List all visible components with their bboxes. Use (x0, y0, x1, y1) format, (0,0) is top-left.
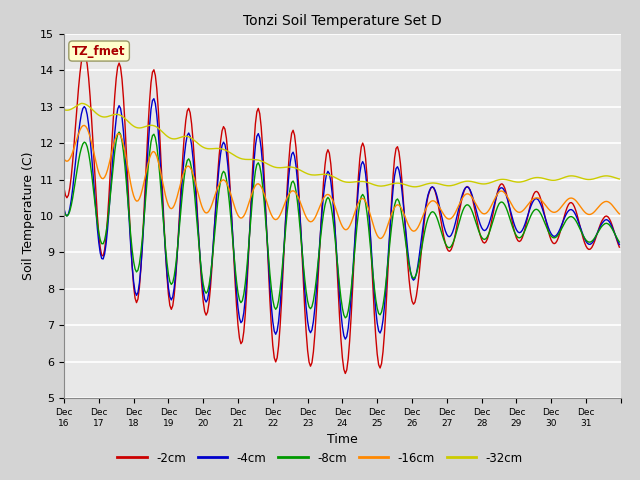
Text: TZ_fmet: TZ_fmet (72, 45, 126, 58)
Legend: -2cm, -4cm, -8cm, -16cm, -32cm: -2cm, -4cm, -8cm, -16cm, -32cm (113, 447, 527, 469)
Y-axis label: Soil Temperature (C): Soil Temperature (C) (22, 152, 35, 280)
Title: Tonzi Soil Temperature Set D: Tonzi Soil Temperature Set D (243, 14, 442, 28)
X-axis label: Time: Time (327, 433, 358, 446)
